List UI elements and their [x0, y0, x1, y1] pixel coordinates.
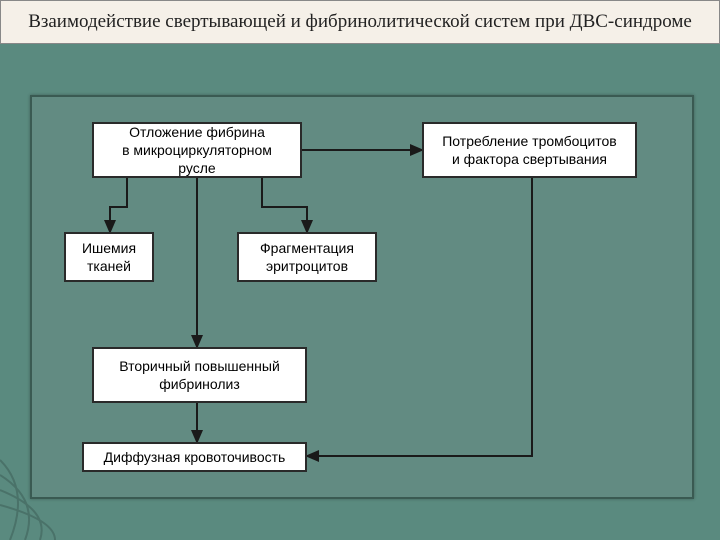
- page-title: Взаимодействие свертывающей и фибринолит…: [21, 11, 699, 33]
- edge-fibrin-ischemia: [110, 178, 127, 232]
- edge-platelets-bleeding: [307, 178, 532, 456]
- node-fibrin: Отложение фибринав микроциркуляторном ру…: [92, 122, 302, 178]
- diagram-panel: Отложение фибринав микроциркуляторном ру…: [30, 95, 694, 499]
- node-label: Фрагментацияэритроцитов: [260, 239, 354, 275]
- title-bar: Взаимодействие свертывающей и фибринолит…: [0, 0, 720, 44]
- node-label: Ишемиятканей: [82, 239, 136, 275]
- node-fibrinolys: Вторичный повышенныйфибринолиз: [92, 347, 307, 403]
- node-label: Вторичный повышенныйфибринолиз: [119, 357, 280, 393]
- node-platelets: Потребление тромбоцитови фактора свертыв…: [422, 122, 637, 178]
- node-label: Отложение фибринав микроциркуляторном ру…: [102, 123, 292, 178]
- node-fragment: Фрагментацияэритроцитов: [237, 232, 377, 282]
- node-label: Потребление тромбоцитови фактора свертыв…: [442, 132, 617, 168]
- edge-fibrin-fragment: [262, 178, 307, 232]
- node-label: Диффузная кровоточивость: [104, 448, 286, 466]
- node-ischemia: Ишемиятканей: [64, 232, 154, 282]
- node-bleeding: Диффузная кровоточивость: [82, 442, 307, 472]
